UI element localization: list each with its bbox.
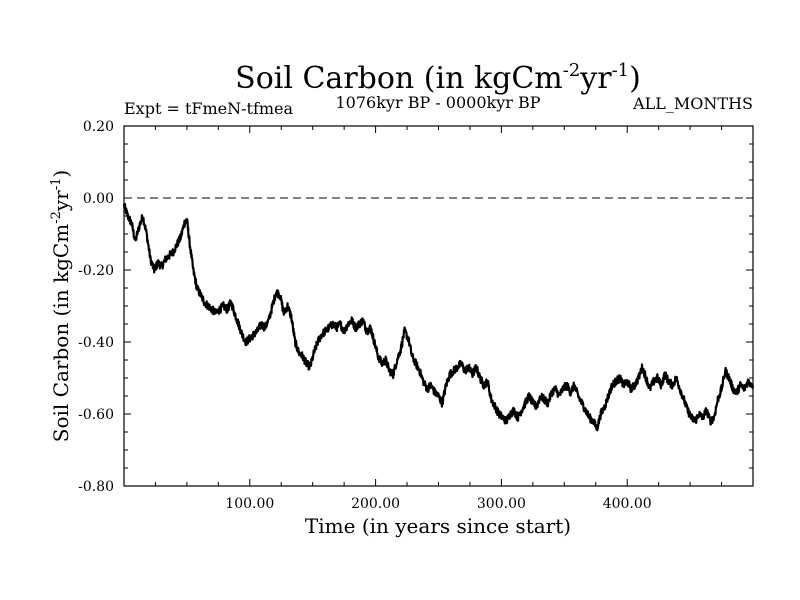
experiment-label: Expt = tFmeN-tfmea xyxy=(124,99,294,118)
ylabel-sup-2: -1 xyxy=(49,178,64,191)
plot-frame xyxy=(123,125,754,487)
ylabel-text: Soil Carbon (in kgCm xyxy=(49,224,73,442)
y-tick-labels: 0.20 0.00 -0.20 -0.40 -0.60 -0.80 xyxy=(78,119,114,495)
ylabel-sup-1: -2 xyxy=(49,211,64,224)
x-tick-label: 100.00 xyxy=(225,496,274,512)
y-tick-label: -0.60 xyxy=(78,407,114,423)
y-tick-label: 0.00 xyxy=(83,191,114,207)
title-mid: yr xyxy=(579,61,612,96)
x-tick-label: 300.00 xyxy=(477,496,526,512)
y-tick-label: -0.40 xyxy=(78,335,114,351)
title-end: ) xyxy=(629,61,641,96)
x-tick-label: 200.00 xyxy=(351,496,400,512)
ylabel-end: ) xyxy=(49,170,73,178)
soil-carbon-series-line xyxy=(122,202,755,432)
x-tick-labels: 100.00 200.00 300.00 400.00 xyxy=(225,496,651,512)
title-sup-1: -2 xyxy=(563,60,581,81)
y-tick-label: -0.20 xyxy=(78,263,114,279)
title-sup-2: -1 xyxy=(612,60,630,81)
title-text: Soil Carbon (in kgCm xyxy=(235,61,563,96)
x-tick-label: 400.00 xyxy=(603,496,652,512)
time-range-label: 1076kyr BP - 0000kyr BP xyxy=(336,93,541,112)
y-tick-label: -0.80 xyxy=(78,479,114,495)
y-tick-label: 0.20 xyxy=(83,119,114,135)
ylabel-mid: yr xyxy=(49,190,73,212)
months-label: ALL_MONTHS xyxy=(632,94,753,113)
y-axis-label: Soil Carbon (in kgCm-2yr-1) xyxy=(49,170,73,442)
x-axis-label: Time (in years since start) xyxy=(305,514,571,538)
axis-ticks xyxy=(124,126,753,486)
chart-title: Soil Carbon (in kgCm-2yr-1) xyxy=(235,60,641,96)
